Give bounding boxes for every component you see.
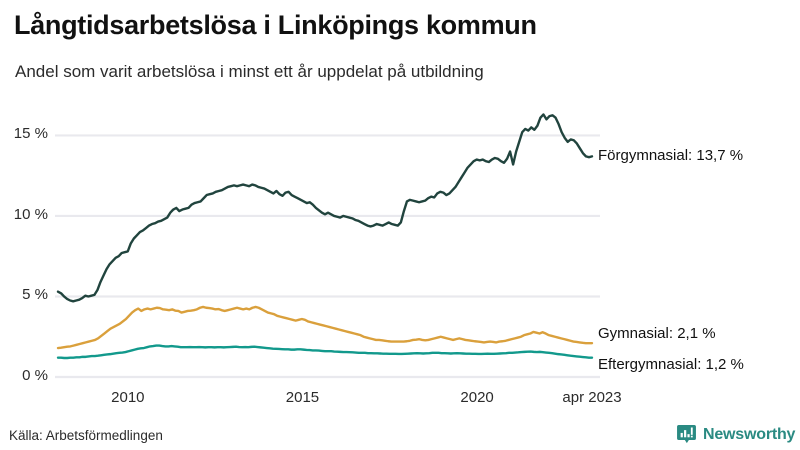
series-lines: [56, 113, 594, 360]
series-label-eftergymnasial: Eftergymnasial: 1,2 %: [598, 355, 744, 373]
x-tick-label: 2010: [111, 389, 145, 406]
x-tick-label: apr 2023: [562, 389, 622, 406]
y-tick-label: 10 %: [13, 205, 48, 223]
series-line-gymnasial: [56, 305, 594, 350]
gridlines: [55, 134, 600, 379]
series-label-forgymnasial: Förgymnasial: 13,7 %: [598, 147, 744, 165]
series-line-eftergymnasial: [56, 344, 594, 360]
source-note: Källa: Arbetsförmedlingen: [9, 428, 163, 443]
x-tick-label: 2015: [285, 389, 320, 406]
page-title: Långtidsarbetslösa i Linköpings kommun: [14, 10, 537, 40]
series-label-gymnasial: Gymnasial: 2,1 %: [598, 325, 716, 343]
newsworthy-logo: Newsworthy: [676, 424, 795, 445]
page-subtitle: Andel som varit arbetslösa i minst ett å…: [15, 62, 484, 81]
y-tick-label: 5 %: [22, 286, 48, 304]
x-tick-label: 2020: [460, 389, 494, 406]
y-tick-label: 15 %: [13, 125, 48, 143]
series-line-förgymnasial: [56, 113, 594, 303]
bar-chart-bubble-icon: [677, 425, 696, 444]
y-tick-label: 0 %: [22, 367, 48, 384]
brand-name: Newsworthy: [703, 425, 796, 443]
